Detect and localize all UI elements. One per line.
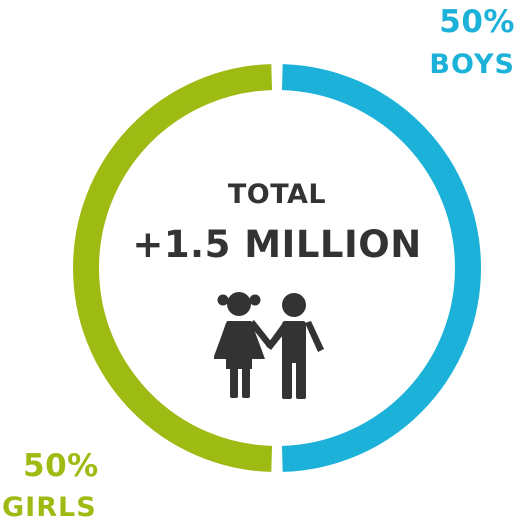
- children-holding-hands-icon: [214, 292, 324, 399]
- girl-figure-icon: [214, 292, 273, 398]
- boy-figure-icon: [266, 293, 324, 399]
- center-total-value: +1.5 MILLION: [132, 223, 422, 266]
- donut-segment-boys: [281, 64, 482, 472]
- boys-category-label: BOYS: [429, 49, 515, 80]
- boys-percent-label: 50%: [439, 4, 515, 40]
- girls-percent-label: 50%: [23, 448, 99, 484]
- center-total-title: TOTAL: [227, 179, 327, 210]
- girls-category-label: GIRLS: [2, 492, 97, 523]
- donut-segment-girls: [72, 64, 273, 472]
